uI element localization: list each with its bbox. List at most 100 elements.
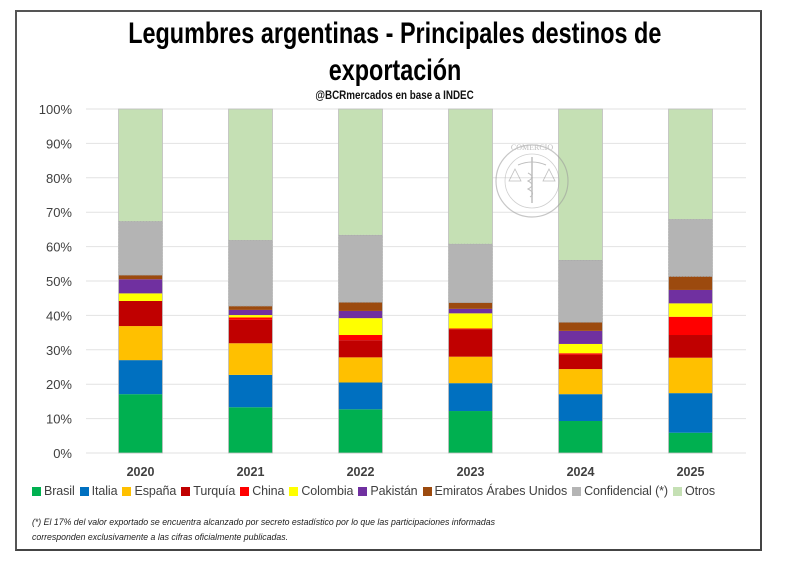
bar-stack [558,108,603,454]
bar-segment-italia [118,360,163,395]
bar-outline [558,108,603,454]
y-tick-label: 20% [46,377,72,392]
legend-item: España [122,484,176,498]
bar-segment-confidencial- [558,259,603,323]
bar-segment-turquía [118,300,163,327]
bar-segment-pakistán [118,279,163,294]
footnote-line-1: (*) El 17% del valor exportado se encuen… [32,517,496,528]
legend-item: Brasil [32,484,75,498]
legend-swatch-icon [122,486,132,496]
bar-segment-pakistán [228,309,273,316]
bar-segment-brasil [448,411,493,453]
watermark-seal-icon: COMERCIO [495,143,569,218]
bar-stack [338,108,383,454]
bar-segment-emiratos-árabes-unidos [338,302,383,311]
bar-segment-italia [338,382,383,410]
legend-label: Turquía [193,484,236,498]
legend-label: España [134,484,177,498]
bar-segment-turquía [338,340,383,358]
bar-segment-brasil [118,394,163,453]
bar-stack [668,108,713,454]
bar-segment-turquía [228,319,273,344]
bar-segment-turquía [558,354,603,370]
legend-label: Colombia [301,484,354,498]
bar-segment-españa [558,369,603,395]
bar-segment-españa [338,357,383,383]
bar-segment-pakistán [338,310,383,319]
y-tick-label: 60% [46,240,72,255]
bar-segment-emiratos-árabes-unidos [558,322,603,331]
y-tick-label: 10% [46,412,72,427]
bar-segment-brasil [558,421,603,453]
legend-item: Emiratos Árabes Unidos [422,484,567,498]
legend-label: Italia [91,484,118,498]
bar-stack [228,108,273,454]
bar-segment-confidencial- [118,220,163,276]
x-tick-label: 2023 [457,465,485,479]
footnote-line-2: corresponden exclusivamente a las cifras… [32,532,289,543]
legend-label: China [252,484,285,498]
bar-segment-pakistán [668,289,713,304]
bar-segment-china [338,335,383,341]
bar-segment-pakistán [448,308,493,314]
bar-segment-china [668,316,713,336]
legend-swatch-icon [32,486,41,496]
bar-segment-otros [668,109,713,220]
x-tick-label: 2021 [237,465,265,479]
chart-title-line-2: exportación [0,54,790,88]
bar-segment-italia [558,394,603,422]
bar-segment-españa [668,357,713,394]
bar-segment-españa [228,343,273,375]
bar-segment-otros [118,109,163,222]
bar-segment-emiratos-árabes-unidos [118,275,163,280]
bar-segment-colombia [228,315,273,318]
bar-segment-turquía [448,329,493,357]
gridlines [86,108,746,454]
bar-outline [448,108,493,454]
bar-segment-pakistán [558,330,603,344]
legend-item: Colombia [289,484,353,498]
x-tick-label: 2022 [347,465,375,479]
bars [118,108,713,454]
chart-title-line-1: Legumbres argentinas - Principales desti… [0,17,790,51]
chart-subtitle: @BCRmercados en base a INDEC [0,88,790,102]
legend-swatch-icon [572,486,582,496]
legend-swatch-icon [181,486,191,496]
legend-swatch-icon [358,486,368,496]
bar-segment-italia [228,374,273,408]
bar-outline [118,108,163,454]
x-tick-label: 2024 [567,465,595,479]
bar-segment-brasil [668,432,713,453]
x-tick-label: 2025 [677,465,705,479]
bar-outline [228,108,273,454]
chart-subtitle-text: @BCRmercados en base a INDEC [315,88,475,102]
bar-segment-emiratos-árabes-unidos [228,306,273,310]
bar-segment-colombia [118,293,163,301]
legend-item: Turquía [181,484,235,498]
bar-segment-turquía [668,335,713,358]
y-tick-label: 70% [46,205,72,220]
legend-item: China [240,484,284,498]
bar-segment-españa [448,356,493,384]
bar-segment-colombia [448,313,493,329]
y-tick-label: 30% [46,343,72,358]
y-tick-label: 50% [46,274,72,289]
bar-segment-italia [668,393,713,433]
legend-swatch-icon [79,486,89,496]
bar-segment-confidencial- [448,243,493,303]
bar-segment-china [448,328,493,330]
legend-item: Italia [79,484,118,498]
bar-segment-emiratos-árabes-unidos [668,276,713,290]
bar-segment-china [558,353,603,355]
bar-outline [338,108,383,454]
svg-text:COMERCIO: COMERCIO [511,143,553,152]
x-tick-label: 2020 [127,465,155,479]
bar-segment-italia [448,383,493,412]
legend-label: Confidencial (*) [584,484,668,498]
y-tick-label: 100% [39,102,73,117]
bar-segment-confidencial- [228,239,273,307]
legend-label: Otros [684,484,716,498]
legend-label: Pakistán [370,484,418,498]
bar-segment-emiratos-árabes-unidos [448,302,493,309]
bar-segment-otros [228,109,273,241]
